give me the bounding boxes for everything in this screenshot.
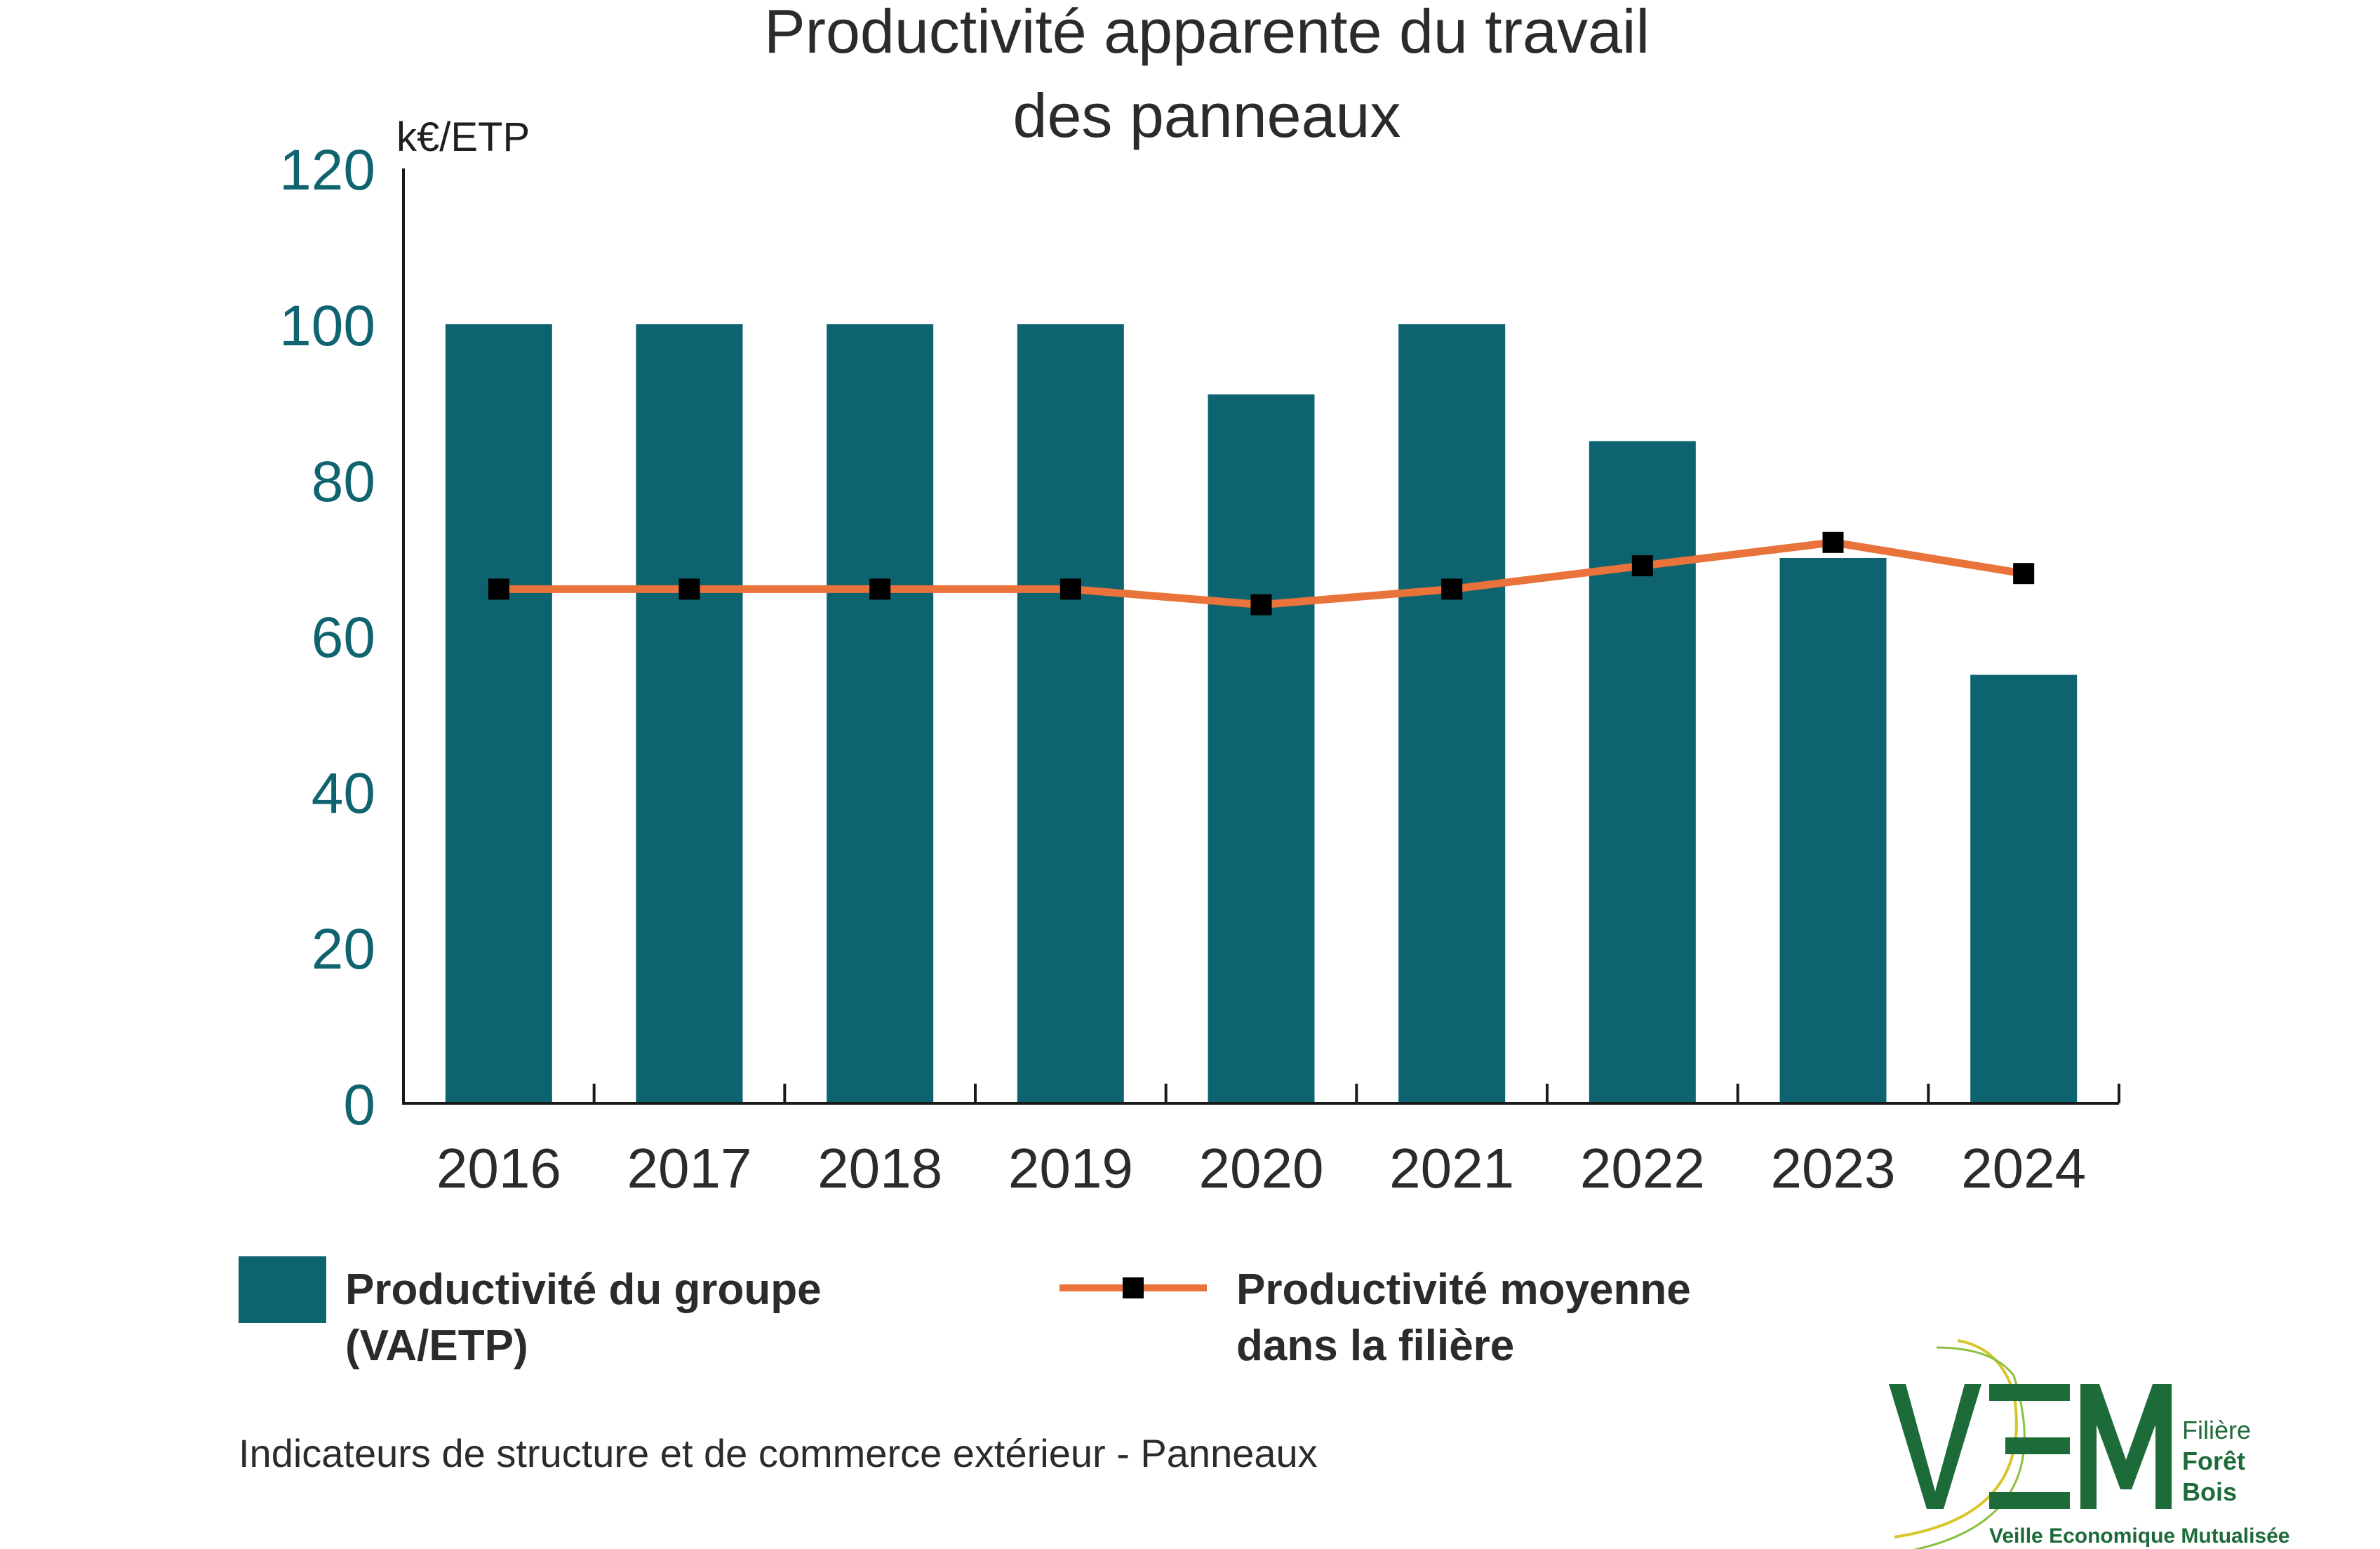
bar-2019 [1017, 324, 1124, 1103]
bar-2018 [827, 324, 934, 1103]
bar-2024 [1970, 674, 2078, 1103]
y-tick-label: 0 [343, 1073, 375, 1137]
logo-letter-e-top [1989, 1384, 2070, 1401]
logo-letter-m [2080, 1384, 2172, 1509]
legend-swatch-marker [1123, 1277, 1144, 1298]
logo-letter-e-bottom [1989, 1492, 2070, 1509]
y-tick-label: 20 [312, 917, 375, 981]
logo-arc-yellow [1894, 1339, 2018, 1538]
bar-2017 [636, 324, 743, 1103]
bar-2022 [1589, 441, 1696, 1103]
x-tick-label: 2018 [817, 1137, 942, 1199]
x-tick-label: 2021 [1389, 1137, 1514, 1199]
line-point-2017 [678, 578, 700, 600]
chart-title-line-2: des panneaux [1013, 81, 1401, 150]
line-point-2024 [2013, 563, 2035, 585]
x-tick-label: 2016 [436, 1137, 561, 1199]
line-point-2023 [1822, 531, 1844, 553]
y-tick-label: 40 [312, 762, 375, 825]
line-point-2018 [869, 578, 891, 600]
logo-arc-green [1912, 1346, 2026, 1549]
x-tick-label: 2023 [1771, 1137, 1896, 1199]
bar-2020 [1208, 394, 1315, 1103]
x-axis-ticks: 2016 2017 2018 2019 2020 2021 2022 2023 2024 [436, 1137, 2086, 1199]
bar-2021 [1398, 324, 1506, 1103]
bar-2023 [1779, 558, 1887, 1103]
vem-logo: Filière Forêt Bois Veille Economique Mut… [1889, 1339, 2289, 1549]
legend-label-line-line-1: Productivité moyenne [1236, 1265, 1691, 1314]
y-tick-label: 120 [279, 138, 375, 202]
bar-series [445, 324, 2078, 1103]
logo-letter-v [1889, 1384, 1981, 1509]
line-point-2016 [488, 578, 509, 600]
y-tick-label: 60 [312, 606, 375, 670]
logo-line-3: Bois [2182, 1477, 2237, 1506]
x-tick-label: 2024 [1961, 1137, 2086, 1199]
line-point-2022 [1631, 555, 1653, 577]
chart-title-line-1: Productivité apparente du travail [764, 0, 1650, 66]
legend-label-bar-line-2: (VA/ETP) [345, 1322, 528, 1370]
bar-2016 [445, 324, 552, 1103]
legend-label-line-line-2: dans la filière [1236, 1322, 1514, 1370]
y-axis-unit-label: k€/ETP [396, 114, 530, 160]
x-tick-label: 2019 [1008, 1137, 1133, 1199]
x-tick-label: 2022 [1580, 1137, 1705, 1199]
source-note: Indicateurs de structure et de commerce … [239, 1431, 1318, 1475]
legend-swatch-bar [239, 1256, 326, 1323]
logo-letter-e-mid [2005, 1437, 2070, 1454]
line-point-2021 [1441, 578, 1463, 600]
y-axis-ticks: 0 20 40 60 80 100 120 [279, 138, 375, 1137]
y-tick-label: 100 [279, 294, 375, 358]
logo-line-2: Forêt [2182, 1447, 2245, 1475]
y-tick-label: 80 [312, 450, 375, 514]
line-series [488, 531, 2035, 616]
legend-label-bar-line-1: Productivité du groupe [345, 1265, 822, 1314]
x-tick-label: 2020 [1199, 1137, 1324, 1199]
line-point-2019 [1059, 578, 1081, 600]
axes [402, 168, 2120, 1105]
x-tick-label: 2017 [627, 1137, 752, 1199]
logo-line-1: Filière [2182, 1416, 2251, 1444]
line-point-2020 [1250, 594, 1272, 616]
logo-subtitle: Veille Economique Mutualisée [1989, 1524, 2289, 1548]
legend: Productivité du groupe (VA/ETP) Producti… [239, 1256, 1691, 1370]
